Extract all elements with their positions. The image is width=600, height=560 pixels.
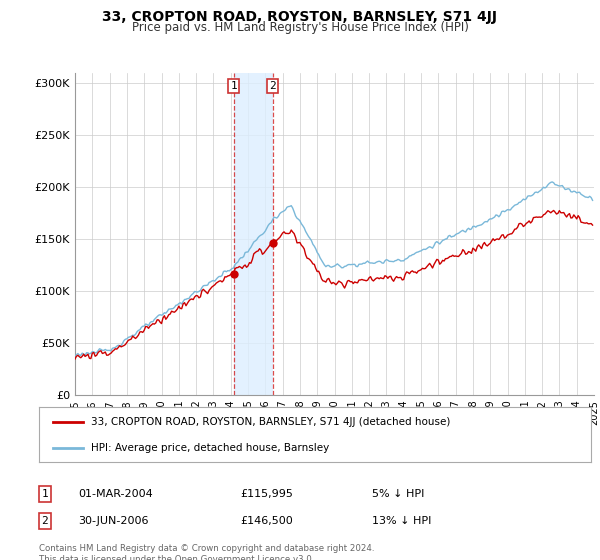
Text: 2: 2 bbox=[41, 516, 49, 526]
Text: £146,500: £146,500 bbox=[240, 516, 293, 526]
Text: Contains HM Land Registry data © Crown copyright and database right 2024.
This d: Contains HM Land Registry data © Crown c… bbox=[39, 544, 374, 560]
Text: 33, CROPTON ROAD, ROYSTON, BARNSLEY, S71 4JJ: 33, CROPTON ROAD, ROYSTON, BARNSLEY, S71… bbox=[103, 10, 497, 24]
Text: £115,995: £115,995 bbox=[240, 489, 293, 499]
Text: 13% ↓ HPI: 13% ↓ HPI bbox=[372, 516, 431, 526]
Text: Price paid vs. HM Land Registry's House Price Index (HPI): Price paid vs. HM Land Registry's House … bbox=[131, 21, 469, 34]
Text: 5% ↓ HPI: 5% ↓ HPI bbox=[372, 489, 424, 499]
Text: 2: 2 bbox=[269, 81, 276, 91]
Text: 1: 1 bbox=[41, 489, 49, 499]
Text: HPI: Average price, detached house, Barnsley: HPI: Average price, detached house, Barn… bbox=[91, 444, 329, 453]
Text: 33, CROPTON ROAD, ROYSTON, BARNSLEY, S71 4JJ (detached house): 33, CROPTON ROAD, ROYSTON, BARNSLEY, S71… bbox=[91, 418, 451, 427]
Text: 1: 1 bbox=[230, 81, 237, 91]
Text: 01-MAR-2004: 01-MAR-2004 bbox=[78, 489, 153, 499]
Bar bbox=[233, 73, 272, 395]
Text: 30-JUN-2006: 30-JUN-2006 bbox=[78, 516, 149, 526]
